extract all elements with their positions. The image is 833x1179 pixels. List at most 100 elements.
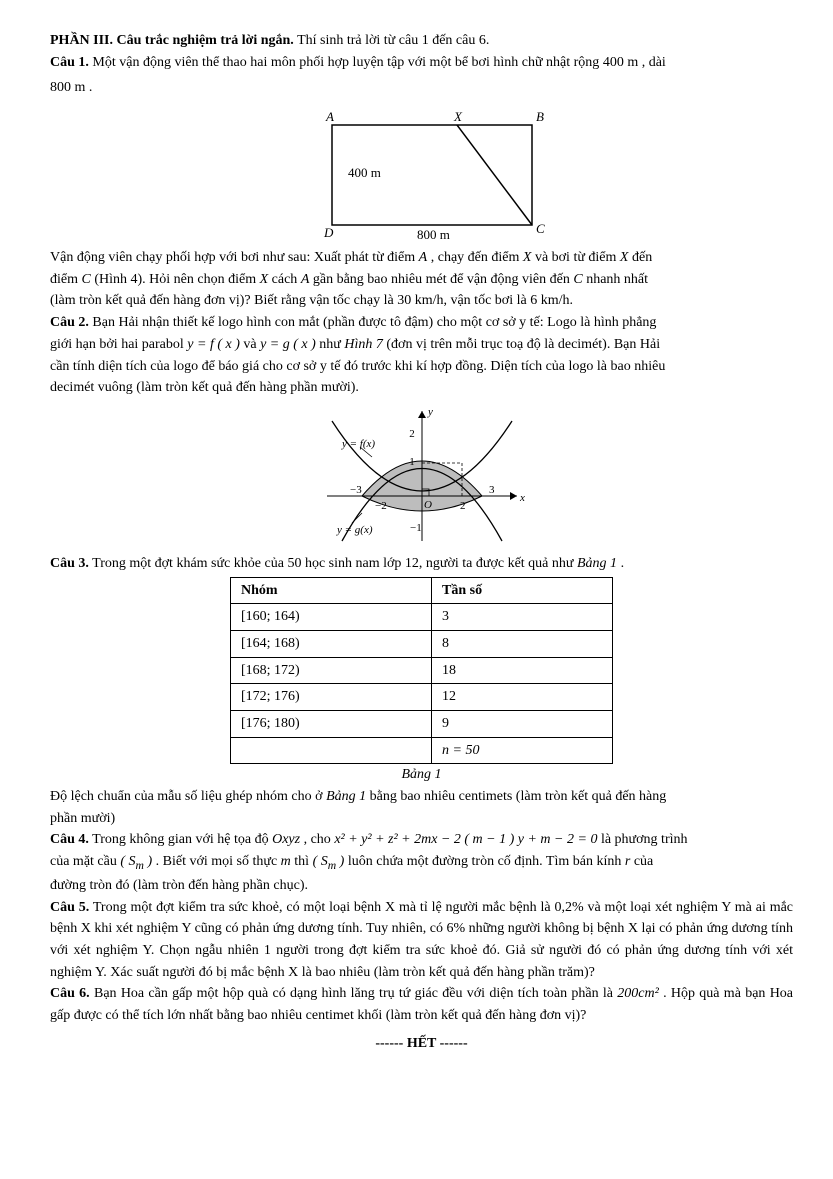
v: 30: [397, 293, 411, 308]
q1-sep: , dài: [642, 55, 666, 70]
svg-text:X: X: [453, 109, 463, 124]
cell: 12: [432, 684, 613, 711]
v: A: [301, 272, 310, 287]
v: X: [620, 250, 629, 265]
svg-text:3: 3: [489, 484, 495, 496]
table-row: [164; 168)8: [231, 630, 613, 657]
v: m: [281, 854, 291, 869]
t: và bơi từ điểm: [535, 250, 620, 265]
v: ( S: [313, 854, 328, 869]
section-prefix: PHẦN III. Câu trắc nghiệm trả lời ngắn.: [50, 33, 294, 48]
section-heading: PHẦN III. Câu trắc nghiệm trả lời ngắn. …: [50, 30, 793, 52]
rect-svg: A X B D C 400 m 800 m: [282, 105, 562, 245]
col-freq: Tần số: [432, 577, 613, 604]
q1-length: 800 m .: [50, 80, 92, 95]
end-text: ------ HẾT ------: [375, 1036, 467, 1051]
q1-width: 400 m: [603, 55, 638, 70]
t: , cho: [304, 832, 335, 847]
ref: Bảng 1: [326, 789, 366, 804]
v: ( S: [120, 854, 135, 869]
table-header-row: Nhóm Tần số: [231, 577, 613, 604]
v: X: [260, 272, 269, 287]
svg-text:y: y: [427, 406, 433, 418]
q4-line2: của mặt cầu ( Sm ) . Biết với mọi số thự…: [50, 851, 793, 875]
q1-p4: (làm tròn kết quả đến hàng đơn vị)? Biết…: [50, 290, 793, 312]
svg-text:2: 2: [409, 428, 415, 440]
cell: [164; 168): [231, 630, 432, 657]
v: A: [419, 250, 428, 265]
v: r: [625, 854, 630, 869]
q4-line1: Câu 4. Trong không gian với hệ tọa độ Ox…: [50, 829, 793, 851]
cell: [168; 172): [231, 657, 432, 684]
svg-text:400 m: 400 m: [348, 165, 381, 180]
v: C: [82, 272, 91, 287]
exam-page: { "section_heading": { "prefix": "PHẦN I…: [0, 0, 833, 1179]
eq: x² + y² + z² + 2mx − 2 ( m − 1 ) y + m −…: [334, 832, 597, 847]
t: đến: [632, 250, 652, 265]
q3-p3: phần mười): [50, 808, 793, 830]
ref: Hình 7: [344, 337, 383, 352]
t: bằng bao nhiêu centimets (làm tròn kết q…: [370, 789, 667, 804]
t: luôn chứa một đường tròn cố định. Tìm bá…: [348, 854, 625, 869]
t: Bạn Hải nhận thiết kế logo hình con mắt …: [92, 315, 656, 330]
cell: 9: [432, 711, 613, 738]
cell-total: n = 50: [432, 737, 613, 764]
q4-label: Câu 4.: [50, 832, 89, 847]
t: , chạy đến điểm: [431, 250, 523, 265]
v: C: [573, 272, 582, 287]
q1-line2: 800 m .: [50, 77, 793, 99]
t: của: [634, 854, 653, 869]
q2-label: Câu 2.: [50, 315, 89, 330]
figure-rectangle: A X B D C 400 m 800 m: [282, 105, 562, 245]
cell: [231, 737, 432, 764]
t: .: [621, 556, 625, 571]
sub: m: [328, 859, 336, 872]
q1-line1: Câu 1. Một vận động viên thể thao hai mô…: [50, 52, 793, 74]
ref: Bảng 1: [577, 556, 617, 571]
end-marker: ------ HẾT ------: [50, 1033, 793, 1055]
svg-text:A: A: [325, 109, 334, 124]
cell: [176; 180): [231, 711, 432, 738]
svg-text:y = g(x): y = g(x): [336, 524, 373, 536]
v: 200cm²: [617, 986, 659, 1001]
sub: m: [136, 859, 144, 872]
svg-text:1: 1: [409, 456, 415, 468]
t: của mặt cầu: [50, 854, 120, 869]
q1-text: Một vận động viên thể thao hai môn phối …: [92, 55, 602, 70]
col-group: Nhóm: [231, 577, 432, 604]
svg-text:O: O: [424, 499, 432, 511]
v: ): [144, 854, 152, 869]
t: và: [243, 337, 260, 352]
t: Vận động viên chạy phối hợp với bơi như …: [50, 250, 419, 265]
t: như: [319, 337, 344, 352]
svg-text:y = f(x): y = f(x): [341, 438, 375, 450]
parab-svg: x y 2 1 −3 −2 2 3 O −1 y = f(x) y = g(x): [312, 401, 532, 551]
t: Độ lệch chuẩn của mẫu số liệu ghép nhóm …: [50, 789, 326, 804]
q5-label: Câu 5.: [50, 900, 89, 915]
cell: 3: [432, 604, 613, 631]
t: giới hạn bởi hai parabol: [50, 337, 187, 352]
q5-text: Trong một đợt kiểm tra sức khoẻ, có một …: [50, 900, 793, 980]
v: X: [523, 250, 532, 265]
svg-text:−3: −3: [350, 484, 362, 496]
q6: Câu 6. Bạn Hoa cần gấp một hộp quà có dạ…: [50, 983, 793, 1026]
q1-p2: Vận động viên chạy phối hợp với bơi như …: [50, 247, 793, 269]
q2-line2: giới hạn bởi hai parabol y = f ( x ) và …: [50, 334, 793, 356]
q3-label: Câu 3.: [50, 556, 89, 571]
svg-text:x: x: [519, 492, 525, 504]
q2-line1: Câu 2. Bạn Hải nhận thiết kế logo hình c…: [50, 312, 793, 334]
table-row: [176; 180)9: [231, 711, 613, 738]
q6-label: Câu 6.: [50, 986, 90, 1001]
cell: [172; 176): [231, 684, 432, 711]
frequency-table: Nhóm Tần số [160; 164)3 [164; 168)8 [168…: [230, 577, 613, 765]
t: (Hình 4). Hỏi nên chọn điểm: [94, 272, 259, 287]
q1-label: Câu 1.: [50, 55, 89, 70]
table-row: n = 50: [231, 737, 613, 764]
svg-text:C: C: [536, 221, 545, 236]
q2-line4: decimét vuông (làm tròn kết quả đến hàng…: [50, 377, 793, 399]
t: (đơn vị trên mỗi trục toạ độ là decimét)…: [386, 337, 660, 352]
cell: 18: [432, 657, 613, 684]
q5: Câu 5. Trong một đợt kiểm tra sức khoẻ, …: [50, 897, 793, 984]
table-caption: Bảng 1: [50, 764, 793, 786]
t: (làm tròn kết quả đến hàng đơn vị)? Biết…: [50, 293, 397, 308]
